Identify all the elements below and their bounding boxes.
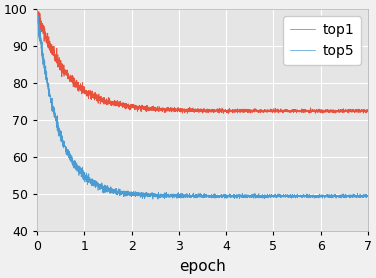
top5 bbox=[35, 7, 39, 10]
top5 bbox=[231, 194, 236, 198]
top1 bbox=[104, 101, 108, 105]
top5 bbox=[191, 194, 196, 197]
top1 bbox=[35, 8, 39, 11]
top1 bbox=[231, 109, 236, 113]
top1 bbox=[155, 108, 159, 111]
top5 bbox=[155, 193, 159, 197]
top5 bbox=[104, 190, 108, 193]
top5 bbox=[340, 193, 344, 196]
top1 bbox=[226, 112, 230, 115]
Line: top5: top5 bbox=[37, 8, 368, 199]
top1 bbox=[245, 108, 250, 111]
top5 bbox=[245, 195, 250, 198]
Legend: top1, top5: top1, top5 bbox=[283, 16, 361, 65]
top1 bbox=[340, 110, 345, 113]
X-axis label: epoch: epoch bbox=[179, 259, 226, 274]
top1 bbox=[365, 110, 370, 113]
top1 bbox=[191, 109, 196, 112]
top5 bbox=[365, 194, 370, 197]
top5 bbox=[156, 197, 160, 201]
Line: top1: top1 bbox=[37, 6, 368, 113]
top1 bbox=[35, 4, 39, 8]
